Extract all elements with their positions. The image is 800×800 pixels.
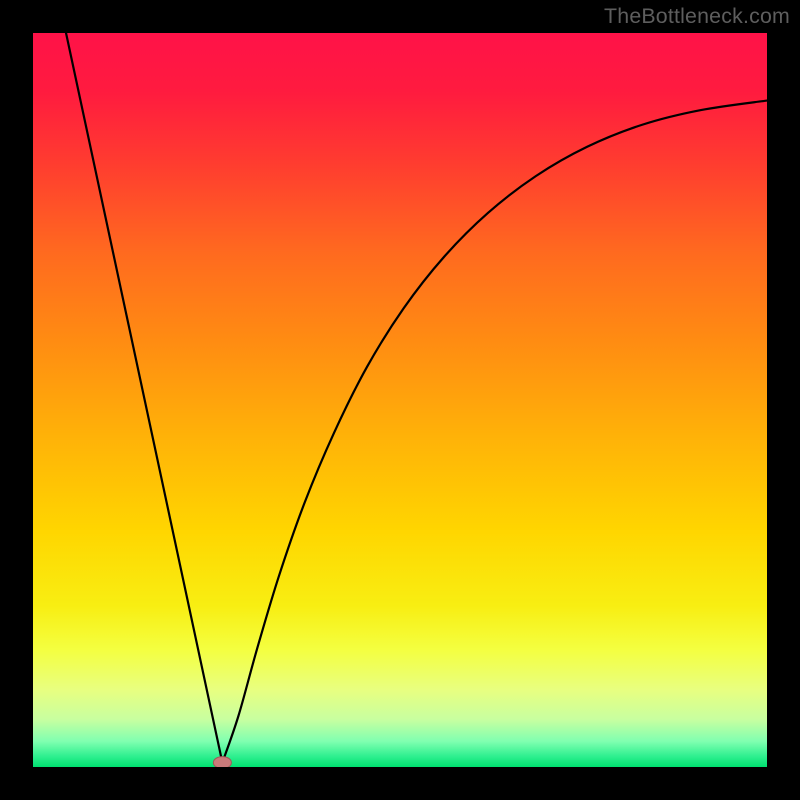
watermark-text: TheBottleneck.com xyxy=(604,4,790,29)
minimum-marker xyxy=(213,757,231,767)
plot-svg xyxy=(33,33,767,767)
plot-area xyxy=(33,33,767,767)
gradient-background xyxy=(33,33,767,767)
